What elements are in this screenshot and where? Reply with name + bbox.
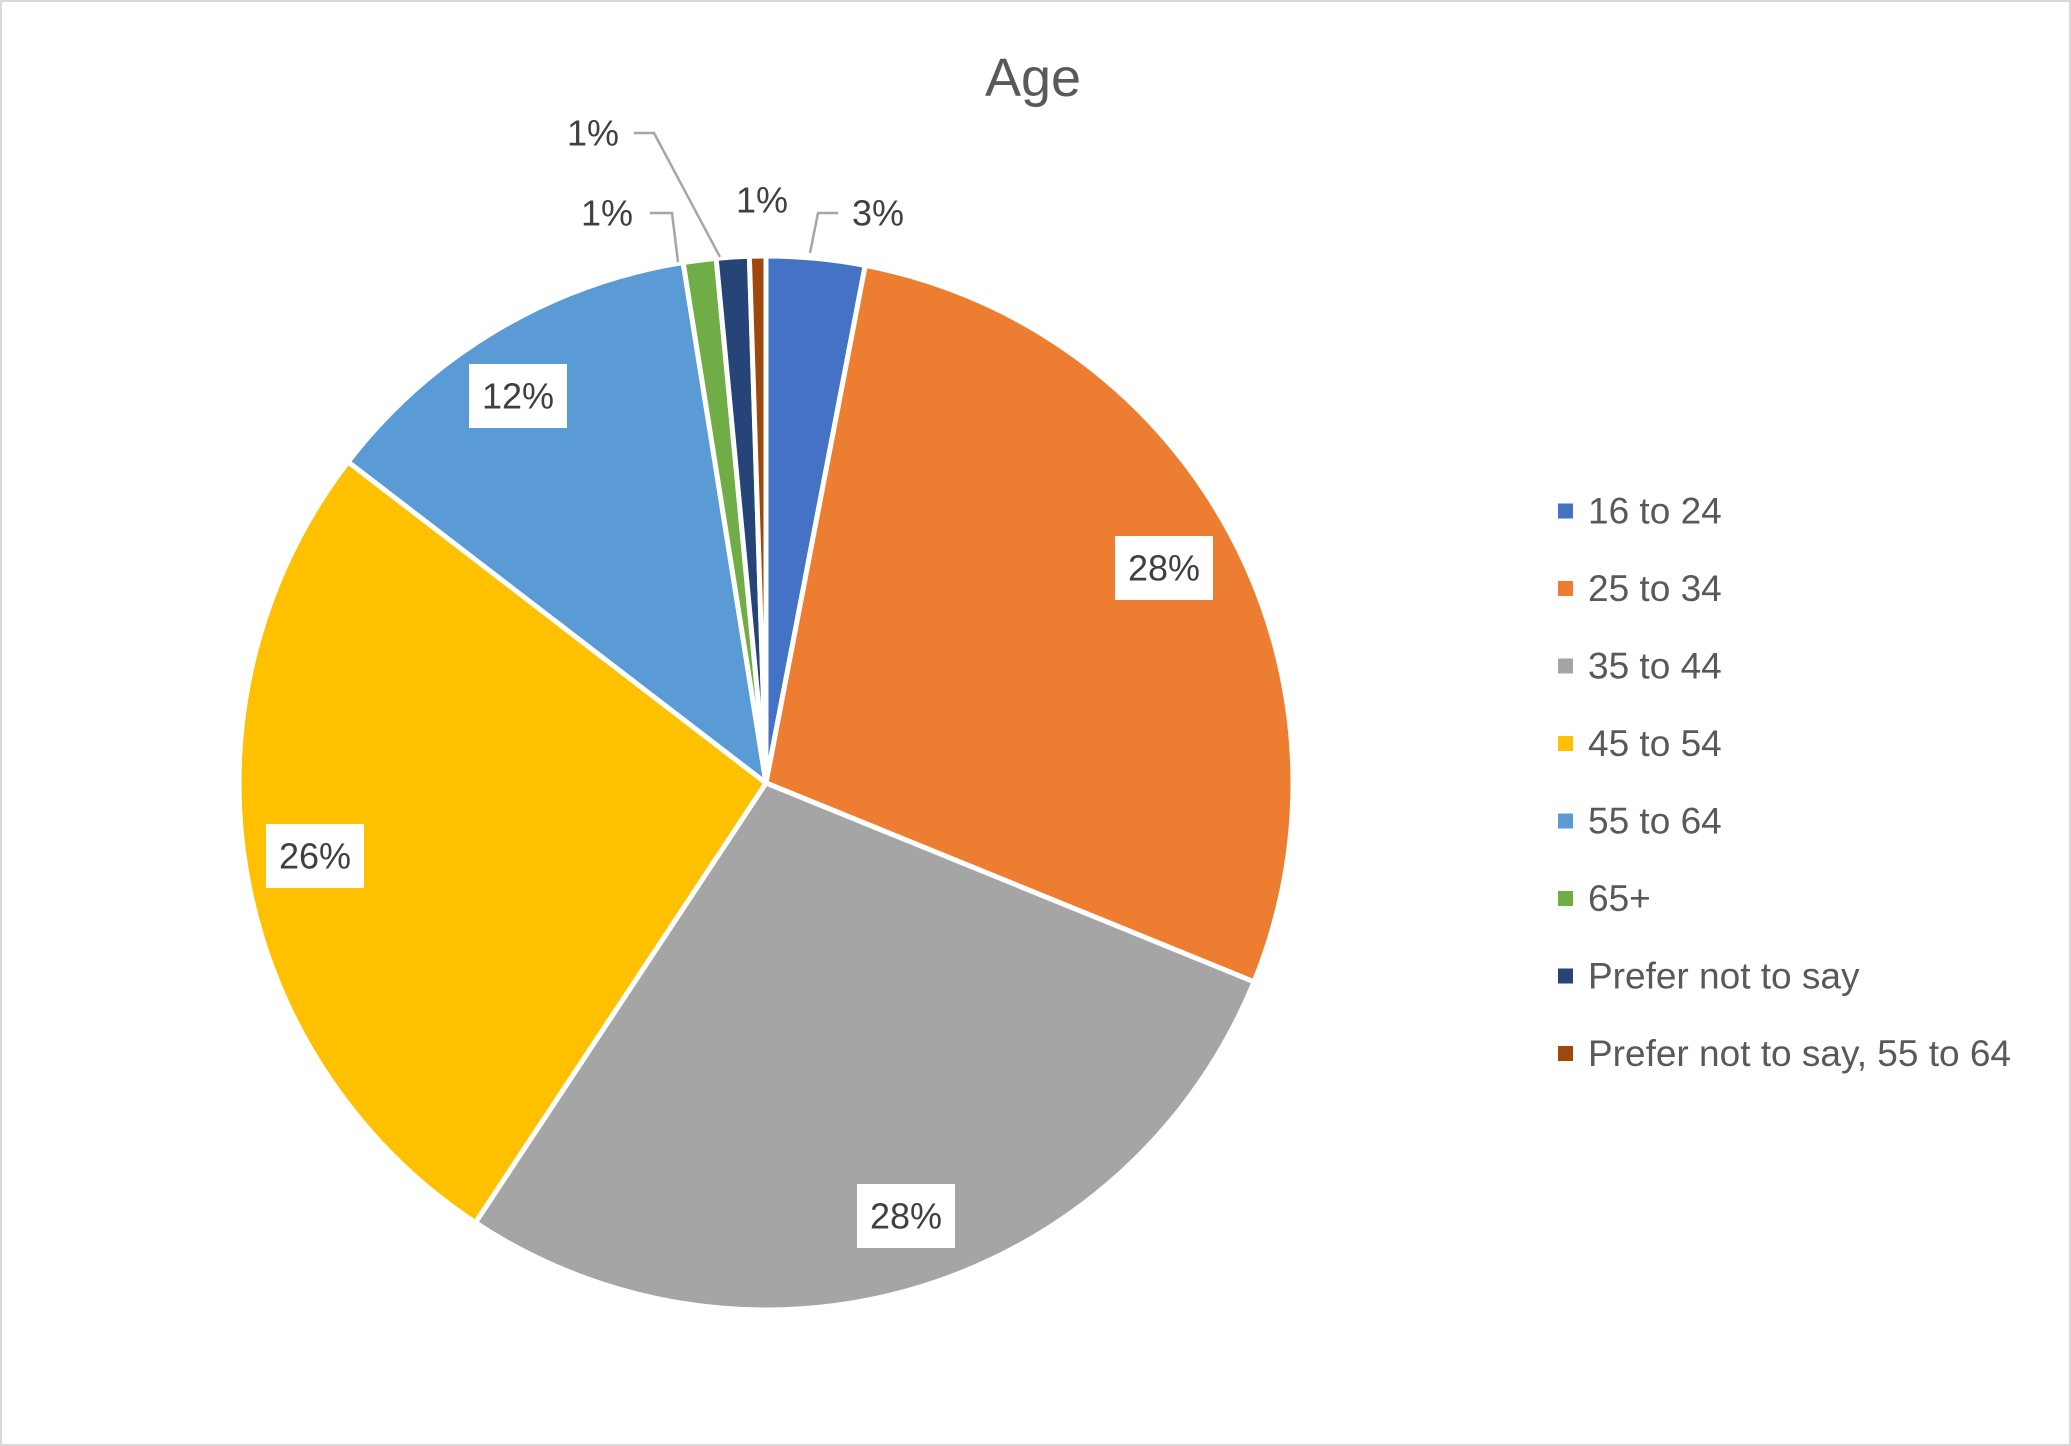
legend-label: 35 to 44 bbox=[1588, 646, 1722, 687]
data-label-45-to-54: 26% bbox=[266, 824, 364, 888]
pie-slices bbox=[236, 253, 1296, 1313]
data-label-text: 1% bbox=[581, 193, 633, 234]
data-label-text: 28% bbox=[870, 1196, 942, 1237]
data-label-16-to-24: 3% bbox=[852, 193, 904, 234]
leader-line-prefer-not-to-say bbox=[634, 131, 722, 258]
slice-45-to-54 bbox=[236, 459, 769, 1226]
legend-label: 55 to 64 bbox=[1588, 801, 1722, 842]
data-label-25-to-34: 28% bbox=[1115, 536, 1213, 600]
slice-25-to-34 bbox=[763, 262, 1296, 985]
data-label-text: 12% bbox=[482, 376, 554, 417]
legend-swatch bbox=[1558, 736, 1573, 751]
data-label-text: 3% bbox=[852, 193, 904, 234]
legend-swatch bbox=[1558, 1046, 1573, 1061]
legend-item-prefer-not-to-say: Prefer not to say bbox=[1558, 956, 1860, 997]
data-label-35-to-44: 28% bbox=[857, 1184, 955, 1248]
leader-line-65 bbox=[650, 211, 680, 263]
data-label-box bbox=[266, 824, 364, 888]
legend: 16 to 24 25 to 34 35 to 44 45 to 54 55 to 64… bbox=[1558, 491, 2011, 1074]
data-label-55-to-64: 12% bbox=[469, 364, 567, 428]
legend-swatch bbox=[1558, 891, 1573, 906]
legend-swatch bbox=[1558, 581, 1573, 596]
slice-prefer-not-to-say-55-to-64 bbox=[746, 253, 769, 786]
legend-label: 65+ bbox=[1588, 878, 1651, 919]
legend-item-prefer-not-to-say-55-to-64: Prefer not to say, 55 to 64 bbox=[1558, 1033, 2011, 1074]
legend-swatch bbox=[1558, 658, 1573, 674]
legend-label: 45 to 54 bbox=[1588, 723, 1722, 764]
legend-swatch bbox=[1558, 813, 1573, 829]
data-label-box bbox=[469, 364, 567, 428]
legend-item-55-to-64: 55 to 64 bbox=[1558, 801, 1722, 842]
chart-title: Age bbox=[985, 48, 1081, 108]
legend-label: Prefer not to say bbox=[1588, 956, 1860, 997]
data-label-prefer-not-to-say: 1% bbox=[567, 113, 619, 154]
data-label-text: 1% bbox=[567, 113, 619, 154]
data-label-text: 28% bbox=[1128, 548, 1200, 589]
legend-label: Prefer not to say, 55 to 64 bbox=[1588, 1033, 2011, 1074]
legend-item-16-to-24: 16 to 24 bbox=[1558, 491, 1722, 532]
legend-label: 16 to 24 bbox=[1588, 491, 1722, 532]
legend-item-25-to-34: 25 to 34 bbox=[1558, 568, 1722, 609]
legend-item-45-to-54: 45 to 54 bbox=[1558, 723, 1722, 764]
data-label-65: 1% bbox=[581, 193, 633, 234]
leader-line-16-to-24 bbox=[808, 211, 838, 254]
data-label-box bbox=[857, 1184, 955, 1248]
slice-55-to-64 bbox=[345, 260, 769, 786]
data-label-prefer-not-to-say-55-to-64: 1% bbox=[736, 180, 788, 221]
legend-item-35-to-44: 35 to 44 bbox=[1558, 646, 1722, 687]
legend-label: 25 to 34 bbox=[1588, 568, 1722, 609]
legend-item-65: 65+ bbox=[1558, 878, 1651, 919]
data-label-text: 26% bbox=[279, 836, 351, 877]
data-labels: 3% 28% 28% 26% 12% 1% 1% 1% bbox=[266, 113, 1213, 1248]
data-label-text: 1% bbox=[736, 180, 788, 221]
leader-lines bbox=[634, 131, 838, 263]
legend-swatch bbox=[1558, 968, 1573, 984]
data-label-box bbox=[1115, 536, 1213, 600]
legend-swatch bbox=[1558, 503, 1573, 519]
slice-35-to-44 bbox=[472, 780, 1257, 1313]
